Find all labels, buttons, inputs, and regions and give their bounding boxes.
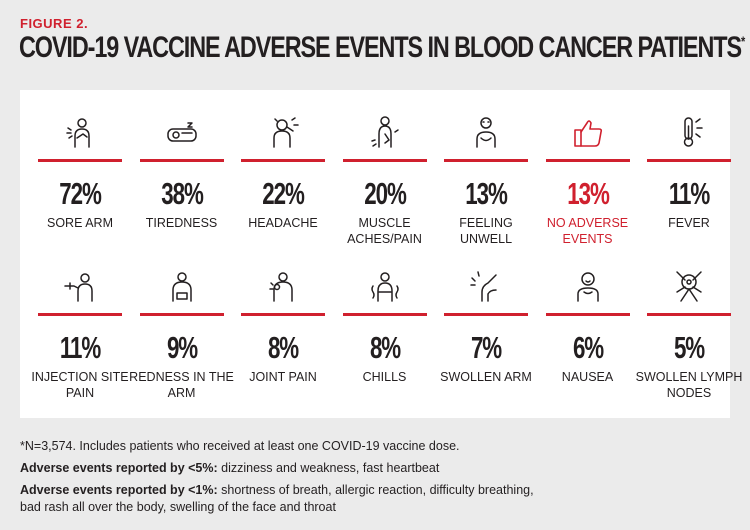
- title-text: COVID-19 VACCINE ADVERSE EVENTS IN BLOOD…: [19, 31, 742, 64]
- event-label: FEELING UNWELL: [459, 216, 513, 246]
- percent-value: 5%: [673, 330, 705, 365]
- event-label: JOINT PAIN: [249, 370, 317, 384]
- red-divider: [139, 159, 224, 162]
- footnote-lt1-text-2: bad rash all over the body, swelling of …: [20, 500, 336, 514]
- thumbs-up-icon: [570, 114, 606, 150]
- red-divider: [139, 313, 224, 316]
- event-label: FEVER: [668, 216, 710, 230]
- adverse-event-item: 6% NAUSEA: [540, 268, 636, 408]
- red-divider: [444, 313, 528, 316]
- percent-value: 20%: [363, 176, 407, 211]
- red-divider: [241, 159, 325, 162]
- adverse-events-panel: 72% SORE ARM 38% TIREDNESS 22% HEADACHE 20% MUS…: [20, 90, 742, 418]
- adverse-event-item: 20% MUSCLE ACHES/PAIN: [337, 114, 433, 254]
- footnote-lt1: Adverse events reported by <1%: shortnes…: [20, 482, 534, 516]
- event-label: REDNESS IN THE ARM: [129, 370, 234, 400]
- sore-arm-icon: [62, 114, 98, 150]
- percent-value: 11%: [59, 330, 101, 365]
- percent-value: 8%: [267, 330, 299, 365]
- redness-arm-icon: [164, 268, 200, 304]
- adverse-event-item: 5% SWOLLEN LYMPH NODES: [636, 268, 742, 408]
- event-label: NAUSEA: [561, 370, 614, 384]
- muscle-aches-icon: [367, 114, 403, 150]
- red-divider: [342, 313, 427, 316]
- headache-icon: [265, 114, 301, 150]
- percent-value: 38%: [160, 176, 204, 211]
- footnote-lt5-text: dizziness and weakness, fast heartbeat: [217, 461, 440, 475]
- percent-value: 7%: [470, 330, 502, 365]
- adverse-event-item: 11% INJECTION SITE PAIN: [31, 268, 129, 408]
- event-label: SWOLLEN LYMPH NODES: [635, 370, 743, 400]
- red-divider: [545, 159, 630, 162]
- feeling-unwell-icon: [468, 114, 504, 150]
- page-title: COVID-19 VACCINE ADVERSE EVENTS IN BLOOD…: [19, 31, 745, 65]
- lymph-nodes-icon: [671, 268, 707, 304]
- joint-pain-icon: [265, 268, 301, 304]
- swollen-arm-icon: [468, 268, 504, 304]
- red-divider: [545, 313, 630, 316]
- adverse-event-item: 9% REDNESS IN THE ARM: [129, 268, 234, 408]
- red-divider: [444, 159, 528, 162]
- event-label: CHILLS: [362, 370, 407, 384]
- red-divider: [38, 159, 122, 162]
- event-label: TIREDNESS: [145, 216, 218, 230]
- tiredness-icon: [164, 114, 200, 150]
- adverse-event-item: 72% SORE ARM: [32, 114, 128, 254]
- adverse-event-item: 11% FEVER: [641, 114, 737, 254]
- adverse-event-item: 38% TIREDNESS: [134, 114, 230, 254]
- figure-label: FIGURE 2.: [20, 16, 89, 31]
- red-divider: [38, 313, 122, 316]
- event-label: SORE ARM: [47, 216, 113, 230]
- adverse-event-item: 22% HEADACHE: [235, 114, 331, 254]
- thermometer-icon: [671, 114, 707, 150]
- footnote-lt1-text-1: shortness of breath, allergic reaction, …: [217, 483, 534, 497]
- percent-value: 72%: [59, 176, 102, 211]
- percent-value: 13%: [566, 176, 610, 211]
- adverse-event-item: 13% FEELING UNWELL: [438, 114, 534, 254]
- percent-value: 22%: [262, 176, 305, 211]
- adverse-event-item: 13% NO ADVERSE EVENTS: [540, 114, 636, 254]
- event-label: SWOLLEN ARM: [440, 370, 532, 384]
- event-label: NO ADVERSE EVENTS: [546, 216, 629, 246]
- footnote-lt5-label: Adverse events reported by <5%:: [20, 461, 218, 475]
- percent-value: 11%: [668, 176, 710, 211]
- adverse-event-item: 7% SWOLLEN ARM: [438, 268, 534, 408]
- red-divider: [241, 313, 325, 316]
- adverse-event-item: 8% JOINT PAIN: [235, 268, 331, 408]
- nausea-icon: [570, 268, 606, 304]
- event-label: INJECTION SITE PAIN: [31, 370, 129, 400]
- percent-value: 9%: [166, 330, 197, 365]
- footnote-lt5: Adverse events reported by <5%: dizzines…: [20, 460, 439, 477]
- event-label: MUSCLE ACHES/PAIN: [347, 216, 422, 246]
- footnote-n: *N=3,574. Includes patients who received…: [20, 439, 460, 453]
- red-divider: [647, 159, 731, 162]
- footnote-lt1-label: Adverse events reported by <1%:: [20, 483, 218, 497]
- injection-icon: [62, 268, 98, 304]
- chills-icon: [367, 268, 403, 304]
- red-divider: [647, 313, 731, 316]
- percent-value: 8%: [369, 330, 400, 365]
- percent-value: 13%: [465, 176, 508, 211]
- adverse-event-item: 8% CHILLS: [337, 268, 433, 408]
- event-label: HEADACHE: [248, 216, 318, 230]
- percent-value: 6%: [572, 330, 603, 365]
- red-divider: [342, 159, 427, 162]
- title-footnote-mark: *: [740, 33, 745, 49]
